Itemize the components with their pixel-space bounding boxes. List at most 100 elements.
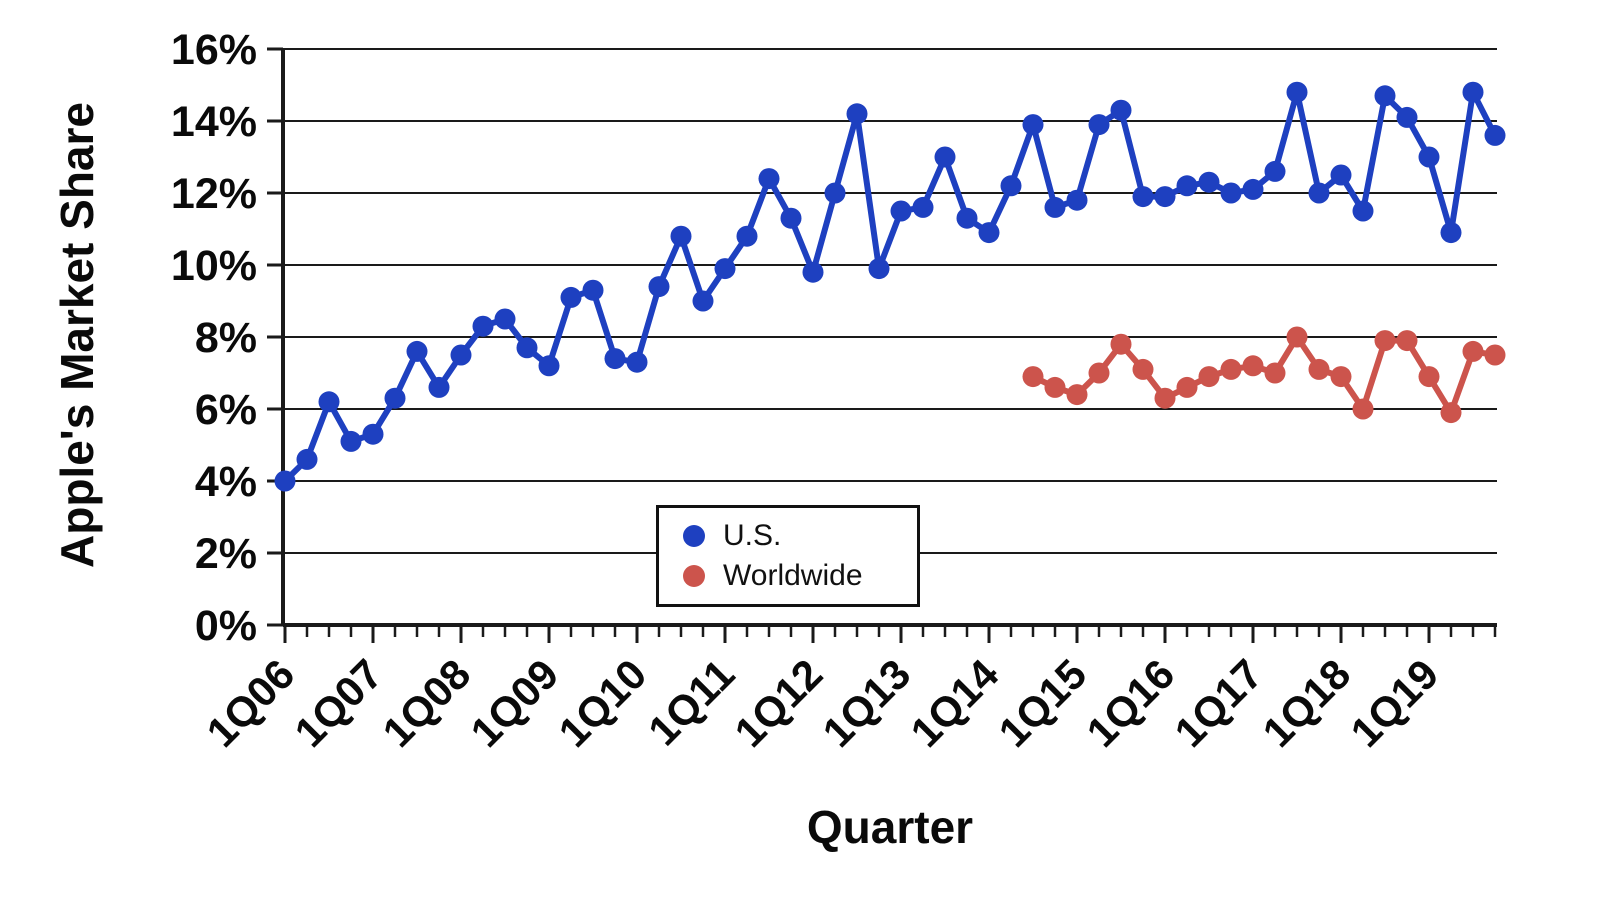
data-point-marker [1220, 182, 1242, 204]
data-point-marker [1462, 340, 1484, 362]
data-point-marker [780, 207, 802, 229]
data-point-marker [1110, 99, 1132, 121]
data-point-marker [868, 258, 890, 280]
y-tick-label: 2% [195, 530, 257, 578]
data-point-marker [450, 344, 472, 366]
data-point-marker [516, 337, 538, 359]
data-point-marker [1044, 376, 1066, 398]
x-tick-label: 1Q19 [1341, 650, 1447, 756]
y-tick-label: 4% [195, 458, 257, 506]
data-point-marker [692, 290, 714, 312]
y-tick-label: 0% [195, 602, 257, 650]
x-tick-label: 1Q12 [725, 650, 831, 756]
x-tick-label: 1Q09 [461, 650, 567, 756]
data-point-marker [912, 196, 934, 218]
gridlines: 0% 2% 4% 6% 8% 10% 12% 14% 16% [171, 26, 1497, 650]
y-tick-label: 6% [195, 386, 257, 434]
y-tick-label: 12% [171, 170, 257, 218]
data-point-marker [538, 355, 560, 377]
data-point-marker [736, 225, 758, 247]
data-point-marker [802, 261, 824, 283]
data-point-marker [1066, 384, 1088, 406]
data-point-marker [1440, 222, 1462, 244]
data-point-marker [1484, 124, 1506, 146]
data-point-marker [1484, 344, 1506, 366]
data-point-marker [1264, 362, 1286, 384]
data-point-marker [1418, 366, 1440, 388]
data-point-marker [318, 391, 340, 413]
data-point-marker [1176, 175, 1198, 197]
worldwide-legend-label: Worldwide [723, 559, 863, 592]
x-tick-label: 1Q11 [639, 650, 743, 754]
y-axis-title: Apple's Market Share [51, 102, 103, 568]
data-point-marker [1022, 114, 1044, 136]
x-tick-label: 1Q08 [373, 650, 479, 756]
data-point-marker [1088, 114, 1110, 136]
data-point-marker [582, 279, 604, 301]
worldwide-legend-marker-icon [683, 565, 705, 587]
legend: U.S. Worldwide [656, 505, 920, 607]
x-tick-label: 1Q18 [1253, 650, 1359, 756]
legend-item-worldwide: Worldwide [683, 556, 917, 596]
data-point-marker [956, 207, 978, 229]
data-point-marker [1462, 81, 1484, 103]
data-point-marker [1110, 333, 1132, 355]
worldwide-series [1022, 326, 1506, 424]
data-point-marker [1198, 366, 1220, 388]
data-point-marker [406, 340, 428, 362]
x-tick-label: 1Q17 [1165, 650, 1271, 756]
data-point-marker [1264, 160, 1286, 182]
series-line [1030, 334, 1498, 416]
data-point-marker [560, 286, 582, 308]
data-point-marker [1176, 376, 1198, 398]
data-point-marker [1418, 146, 1440, 168]
data-point-marker [1044, 196, 1066, 218]
y-tick-label: 10% [171, 242, 257, 290]
x-tick-label: 1Q07 [285, 650, 391, 756]
data-point-marker [1286, 326, 1308, 348]
data-point-marker [1396, 106, 1418, 128]
data-point-marker [340, 430, 362, 452]
data-point-marker [494, 308, 516, 330]
data-point-marker [296, 448, 318, 470]
x-tick-label: 1Q13 [813, 650, 919, 756]
x-axis-ticks: 1Q061Q071Q081Q091Q101Q111Q121Q131Q141Q15… [197, 625, 1497, 756]
y-tick-label: 8% [195, 314, 257, 362]
data-point-marker [670, 225, 692, 247]
data-point-marker [1242, 178, 1264, 200]
data-point-marker [1440, 402, 1462, 424]
data-point-marker [1022, 366, 1044, 388]
data-point-marker [846, 103, 868, 125]
data-point-marker [824, 182, 846, 204]
data-point-marker [1374, 85, 1396, 107]
x-tick-label: 1Q16 [1077, 650, 1183, 756]
data-point-marker [1066, 189, 1088, 211]
data-point-marker [890, 200, 912, 222]
x-tick-label: 1Q14 [901, 650, 1007, 756]
data-point-marker [1242, 355, 1264, 377]
us-legend-label: U.S. [723, 519, 782, 552]
data-point-marker [758, 168, 780, 190]
data-point-marker [1330, 164, 1352, 186]
x-axis-title: Quarter [806, 801, 974, 853]
data-point-marker [1220, 358, 1242, 380]
x-tick-label: 1Q15 [989, 650, 1095, 756]
data-point-marker [1000, 175, 1022, 197]
y-tick-label: 14% [171, 98, 257, 146]
data-point-marker [1352, 200, 1374, 222]
data-point-marker [1088, 362, 1110, 384]
us-series [274, 81, 1506, 492]
data-point-marker [384, 387, 406, 409]
series-line [282, 89, 1498, 484]
data-point-marker [362, 423, 384, 445]
data-point-marker [1154, 387, 1176, 409]
data-point-marker [934, 146, 956, 168]
us-legend-marker-icon [683, 525, 705, 547]
data-point-marker [1330, 366, 1352, 388]
data-point-marker [428, 376, 450, 398]
data-point-marker [274, 470, 296, 492]
data-point-marker [1374, 330, 1396, 352]
data-point-marker [472, 315, 494, 337]
